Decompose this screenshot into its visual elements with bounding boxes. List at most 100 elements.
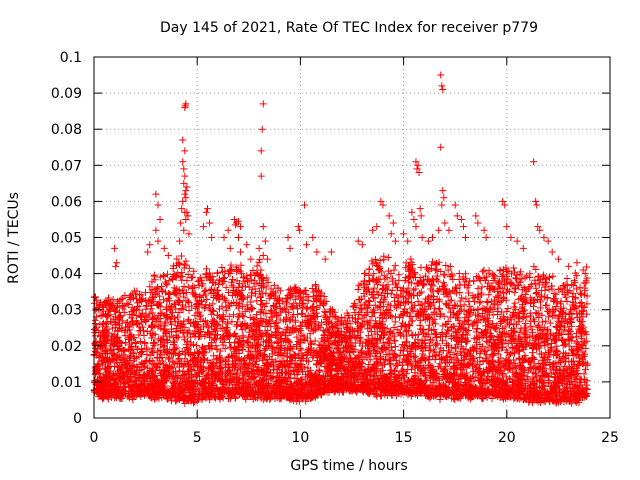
data-point	[426, 372, 434, 380]
data-point	[213, 287, 221, 295]
data-point	[145, 358, 153, 366]
data-point	[435, 305, 443, 313]
data-point	[505, 351, 513, 359]
data-point	[181, 324, 189, 332]
data-point	[345, 358, 353, 366]
data-point	[539, 354, 547, 362]
data-points	[90, 71, 591, 407]
data-point	[512, 337, 520, 345]
data-point	[216, 347, 224, 355]
data-point	[253, 297, 261, 305]
data-point	[232, 333, 240, 341]
data-point	[103, 356, 111, 364]
data-point	[365, 271, 373, 279]
data-point	[106, 346, 114, 354]
data-point	[546, 319, 554, 327]
data-point	[153, 301, 161, 309]
data-point	[265, 294, 273, 302]
data-point	[469, 322, 477, 330]
data-point	[488, 320, 496, 328]
data-point	[194, 278, 202, 286]
data-point	[526, 294, 534, 302]
data-point	[213, 345, 221, 353]
data-point	[544, 372, 552, 380]
data-point	[532, 265, 540, 273]
data-point	[530, 303, 538, 311]
data-point	[395, 271, 403, 279]
data-point	[169, 358, 177, 366]
data-point	[408, 331, 416, 339]
data-point	[276, 316, 284, 324]
data-point	[216, 276, 224, 284]
data-point	[504, 304, 512, 312]
data-point	[192, 304, 200, 312]
data-point	[501, 362, 509, 370]
data-point	[534, 331, 542, 339]
data-point	[439, 347, 447, 355]
data-point	[436, 360, 444, 368]
data-point	[449, 304, 457, 312]
data-point	[538, 367, 546, 375]
data-point	[542, 361, 550, 369]
data-point	[206, 334, 214, 342]
data-point	[153, 283, 161, 291]
data-point	[432, 266, 440, 274]
data-point	[475, 312, 483, 320]
data-point	[236, 291, 244, 299]
data-point	[237, 261, 245, 269]
data-point	[510, 327, 518, 335]
data-point	[485, 376, 493, 384]
data-point	[215, 291, 223, 299]
data-point	[296, 344, 304, 352]
data-point	[370, 284, 378, 292]
data-point	[407, 258, 415, 266]
data-point	[417, 355, 425, 363]
data-point	[376, 349, 384, 357]
data-point	[99, 354, 107, 362]
data-point	[512, 306, 520, 314]
data-point	[121, 339, 129, 347]
data-point	[366, 344, 374, 352]
data-point	[113, 394, 121, 402]
data-point	[440, 271, 448, 279]
data-point	[388, 286, 396, 294]
data-point	[320, 347, 328, 355]
data-point	[287, 292, 295, 300]
data-point	[162, 318, 170, 326]
data-point	[261, 323, 269, 331]
data-point	[290, 299, 298, 307]
data-point	[272, 357, 280, 365]
data-point	[562, 340, 570, 348]
data-point	[522, 341, 530, 349]
data-point	[510, 320, 518, 328]
data-point	[379, 285, 387, 293]
data-point	[323, 344, 331, 352]
data-point	[573, 285, 581, 293]
data-point	[212, 356, 220, 364]
data-point	[355, 358, 363, 366]
data-point	[366, 297, 374, 305]
data-point	[419, 329, 427, 337]
data-point	[552, 303, 560, 311]
data-point	[391, 337, 399, 345]
data-point	[323, 326, 331, 334]
data-point	[224, 289, 232, 297]
data-point	[161, 320, 169, 328]
data-point	[256, 256, 264, 264]
data-point	[449, 332, 457, 340]
data-point	[477, 289, 485, 297]
data-point	[443, 326, 451, 334]
data-point	[125, 394, 133, 402]
data-point	[563, 297, 571, 305]
data-point	[313, 361, 321, 369]
data-point	[261, 303, 269, 311]
data-point	[238, 340, 246, 348]
data-point	[269, 290, 277, 298]
data-point	[493, 322, 501, 330]
data-point	[334, 324, 342, 332]
data-point	[164, 336, 172, 344]
data-point	[564, 335, 572, 343]
data-point	[103, 320, 111, 328]
data-point	[460, 301, 468, 309]
data-point	[578, 310, 586, 318]
